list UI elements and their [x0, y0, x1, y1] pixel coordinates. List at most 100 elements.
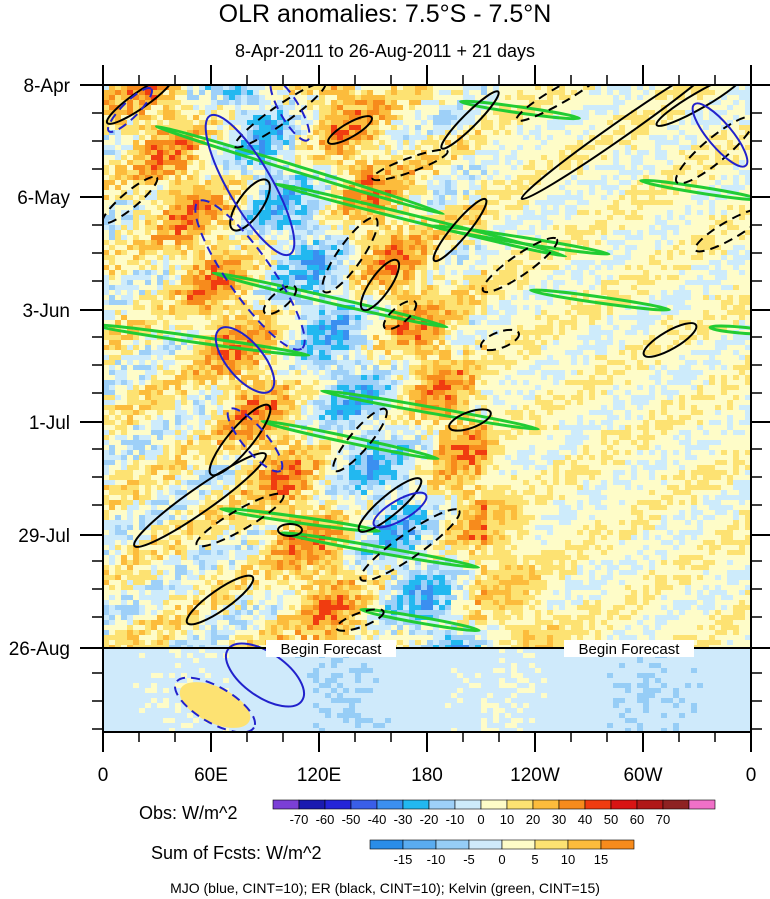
er-contour — [382, 299, 418, 331]
obs-swatch — [688, 799, 716, 810]
x-tick-label: 0 — [746, 765, 757, 786]
fcst-level: -15 — [394, 852, 413, 867]
er-contour — [480, 328, 520, 352]
x-tick-label: 180 — [411, 765, 443, 786]
er-contour — [195, 492, 285, 548]
mjo-contour — [269, 85, 311, 142]
x-tick-label: 120W — [510, 765, 560, 786]
obs-level: -10 — [446, 812, 465, 827]
y-tick-label: 26-Aug — [9, 639, 70, 660]
mjo-contour — [174, 676, 256, 732]
fcst-level: 5 — [531, 852, 538, 867]
y-tick-label: 6-May — [17, 188, 70, 209]
obs-swatch — [506, 799, 534, 810]
er-contour — [448, 408, 492, 432]
obs-swatch — [298, 799, 326, 810]
obs-swatch — [480, 799, 508, 810]
obs-level: -20 — [420, 812, 439, 827]
wave-contours — [103, 85, 751, 732]
obs-level: -60 — [316, 812, 335, 827]
obs-swatch — [350, 799, 378, 810]
x-tick-label: 60W — [623, 765, 662, 786]
obs-swatch — [532, 799, 560, 810]
er-contour — [229, 178, 271, 232]
mjo-contour — [107, 87, 153, 133]
er-contour — [357, 477, 423, 533]
obs-swatch — [376, 799, 404, 810]
obs-level: 20 — [526, 812, 540, 827]
y-tick-label: 8-Apr — [24, 76, 71, 97]
x-axis-labels: 0 60E 120E 180 120W 60W 0 — [98, 765, 757, 786]
obs-level: -50 — [342, 812, 361, 827]
fcst-swatch — [402, 839, 437, 850]
mjo-contour — [226, 407, 284, 473]
obs-level: -30 — [394, 812, 413, 827]
er-contour — [440, 90, 500, 150]
kelvin-contour — [219, 506, 381, 534]
obs-level: -40 — [368, 812, 387, 827]
fcst-level: 0 — [498, 852, 505, 867]
fcst-colorbar-labels: -15 -10 -5 0 5 10 15 — [394, 852, 609, 867]
mjo-contour — [691, 102, 749, 168]
y-tick-label: 1-Jul — [29, 413, 70, 434]
obs-swatch — [584, 799, 612, 810]
obs-colorbar-labels: -70 -60 -50 -40 -30 -20 -10 0 10 20 30 40 50 60 70 — [290, 812, 671, 827]
obs-swatch — [428, 799, 456, 810]
er-contour — [233, 85, 327, 149]
obs-swatch — [454, 799, 482, 810]
er-contour — [642, 322, 698, 358]
y-tick-label: 3-Jun — [22, 301, 70, 322]
forecast-divider: Begin Forecast Begin Forecast — [103, 640, 751, 658]
er-contour — [327, 115, 373, 145]
mjo-contour — [204, 113, 296, 257]
mjo-contour — [214, 326, 276, 394]
fcst-swatch — [501, 839, 536, 850]
kelvin-contour — [155, 124, 445, 216]
obs-level: 0 — [477, 812, 484, 827]
mjo-contour — [194, 199, 306, 351]
er-contour — [321, 216, 379, 294]
obs-level: 70 — [656, 812, 670, 827]
obs-level: 60 — [630, 812, 644, 827]
obs-swatch — [636, 799, 664, 810]
obs-level: 50 — [604, 812, 618, 827]
obs-swatch — [610, 799, 638, 810]
obs-level: -70 — [290, 812, 309, 827]
kelvin-contour — [103, 322, 311, 358]
obs-colorbar — [272, 799, 716, 810]
er-contour — [103, 175, 159, 225]
fcst-swatch — [567, 839, 602, 850]
kelvin-contour — [359, 607, 481, 633]
fcst-level: 15 — [594, 852, 608, 867]
er-contour — [208, 403, 272, 477]
obs-level: 40 — [578, 812, 592, 827]
fcst-level: -10 — [427, 852, 446, 867]
obs-colorbar-title: Obs: W/m^2 — [139, 803, 238, 823]
fcst-swatch — [435, 839, 470, 850]
mjo-contour — [372, 491, 428, 529]
er-contour — [359, 258, 401, 312]
obs-swatch — [662, 799, 690, 810]
fcst-swatch — [369, 839, 404, 850]
kelvin-contour — [211, 271, 449, 329]
kelvin-contour — [320, 389, 540, 431]
obs-swatch — [272, 799, 300, 810]
obs-level: 30 — [552, 812, 566, 827]
er-contour — [432, 197, 488, 263]
er-contour — [359, 508, 461, 582]
er-contour — [262, 284, 298, 316]
er-contour — [655, 85, 745, 127]
begin-forecast-label: Begin Forecast — [579, 641, 681, 658]
obs-swatch — [402, 799, 430, 810]
er-contour — [332, 407, 388, 473]
obs-swatch — [558, 799, 586, 810]
er-contour — [335, 608, 385, 632]
fcst-level: 10 — [561, 852, 575, 867]
er-contour — [277, 523, 303, 537]
obs-level: 10 — [500, 812, 514, 827]
olr-anomaly-field — [103, 85, 751, 732]
y-tick-label: 29-Jul — [18, 526, 70, 547]
kelvin-contour — [280, 530, 480, 570]
er-contour — [520, 85, 720, 201]
